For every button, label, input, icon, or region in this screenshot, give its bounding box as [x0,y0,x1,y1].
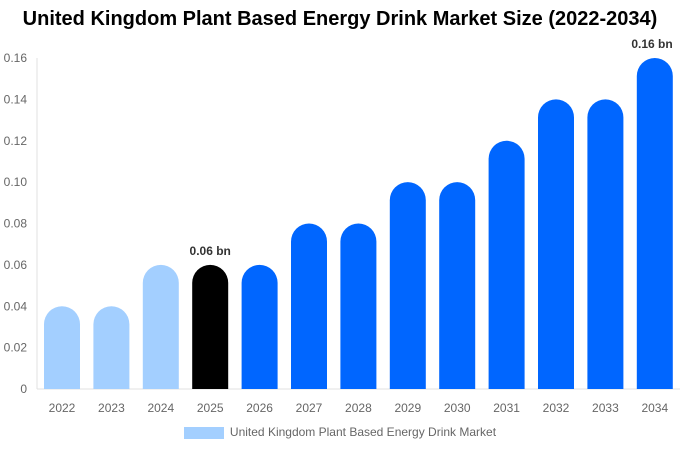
y-tick-label: 0.10 [4,175,28,189]
x-tick-label: 2032 [543,401,570,415]
legend[interactable]: United Kingdom Plant Based Energy Drink … [0,425,680,439]
y-tick-label: 0.14 [4,92,28,106]
x-tick-label: 2028 [345,401,372,415]
bar-2027 [291,223,327,389]
x-tick-label: 2023 [98,401,125,415]
x-tick-label: 2027 [296,401,323,415]
data-label: 0.06 bn [190,244,231,258]
bar-2024 [142,264,179,389]
bar-2030 [439,182,476,389]
legend-label: United Kingdom Plant Based Energy Drink … [229,425,497,439]
bar-2025 [192,264,229,389]
x-tick-label: 2031 [493,401,520,415]
x-tick-label: 2025 [197,401,224,415]
bar-2028 [340,223,377,389]
data-label: 0.16 bn [631,37,672,51]
chart-title: United Kingdom Plant Based Energy Drink … [22,8,658,30]
x-tick-label: 2029 [394,401,421,415]
y-tick-label: 0.02 [4,341,28,355]
legend-swatch [183,426,224,439]
y-tick-label: 0.08 [4,217,28,231]
bar-2022 [44,306,80,389]
bar-2033 [587,99,624,389]
x-tick-label: 2033 [592,401,619,415]
bar-2029 [389,182,426,389]
bar-2032 [538,99,574,389]
x-tick-label: 2024 [147,401,174,415]
x-tick-label: 2030 [444,401,471,415]
x-tick-label: 2034 [641,401,668,415]
bar-2023 [93,306,130,389]
y-tick-label: 0.12 [4,134,28,148]
x-tick-label: 2022 [49,401,76,415]
bar-2034 [636,58,673,389]
y-tick-label: 0.16 [4,51,28,65]
y-tick-label: 0 [20,382,27,396]
y-tick-label: 0.04 [4,299,28,313]
y-tick-label: 0.06 [4,258,28,272]
bar-2031 [488,140,525,389]
x-tick-label: 2026 [246,401,273,415]
bar-2026 [241,264,278,389]
